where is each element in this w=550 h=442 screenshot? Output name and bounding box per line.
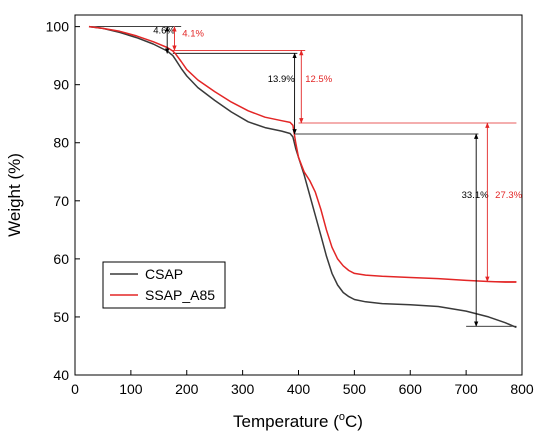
x-tick-label: 300	[231, 381, 255, 397]
x-tick-label: 700	[454, 381, 478, 397]
x-tick-label: 800	[510, 381, 534, 397]
annotation-label: 27.3%	[495, 190, 522, 201]
annotation-label: 12.5%	[305, 74, 332, 85]
y-tick-label: 70	[53, 193, 69, 209]
legend-label-csap: CSAP	[145, 266, 183, 282]
y-tick-label: 50	[53, 309, 69, 325]
x-tick-label: 200	[175, 381, 199, 397]
y-axis-title: Weight (%)	[5, 153, 24, 237]
x-tick-label: 500	[343, 381, 367, 397]
x-axis-title: Temperature (oC)	[233, 411, 363, 431]
x-tick-label: 100	[119, 381, 143, 397]
y-axis: 40 50 60 70 80 90 100	[46, 19, 80, 383]
y-tick-label: 60	[53, 251, 69, 267]
legend-label-ssap-a85: SSAP_A85	[145, 287, 215, 303]
legend-box	[102, 261, 226, 309]
series-line-ssap-a85	[88, 25, 517, 283]
legend: CSAP SSAP_A85	[102, 261, 226, 309]
x-axis: 0 100 200 300 400 500 600 700 800	[71, 370, 534, 397]
y-tick-label: 80	[53, 135, 69, 151]
x-tick-label: 0	[71, 381, 79, 397]
annotation-guides	[88, 26, 517, 327]
x-tick-label: 600	[399, 381, 423, 397]
annotation-label: 33.1%	[462, 190, 489, 201]
y-tick-label: 100	[46, 19, 70, 35]
x-tick-label: 400	[287, 381, 311, 397]
plot-frame	[74, 14, 523, 376]
annotation-label: 13.9%	[268, 74, 295, 85]
data-curves	[88, 25, 517, 329]
annotation-label: 4.1%	[182, 28, 204, 39]
y-tick-label: 90	[53, 77, 69, 93]
annotation-label: 4.6%	[153, 26, 175, 37]
y-tick-label: 40	[53, 367, 69, 383]
annotations: 4.6% 4.1% 13.9% 12.5% 33.1% 27.3%	[153, 26, 523, 327]
